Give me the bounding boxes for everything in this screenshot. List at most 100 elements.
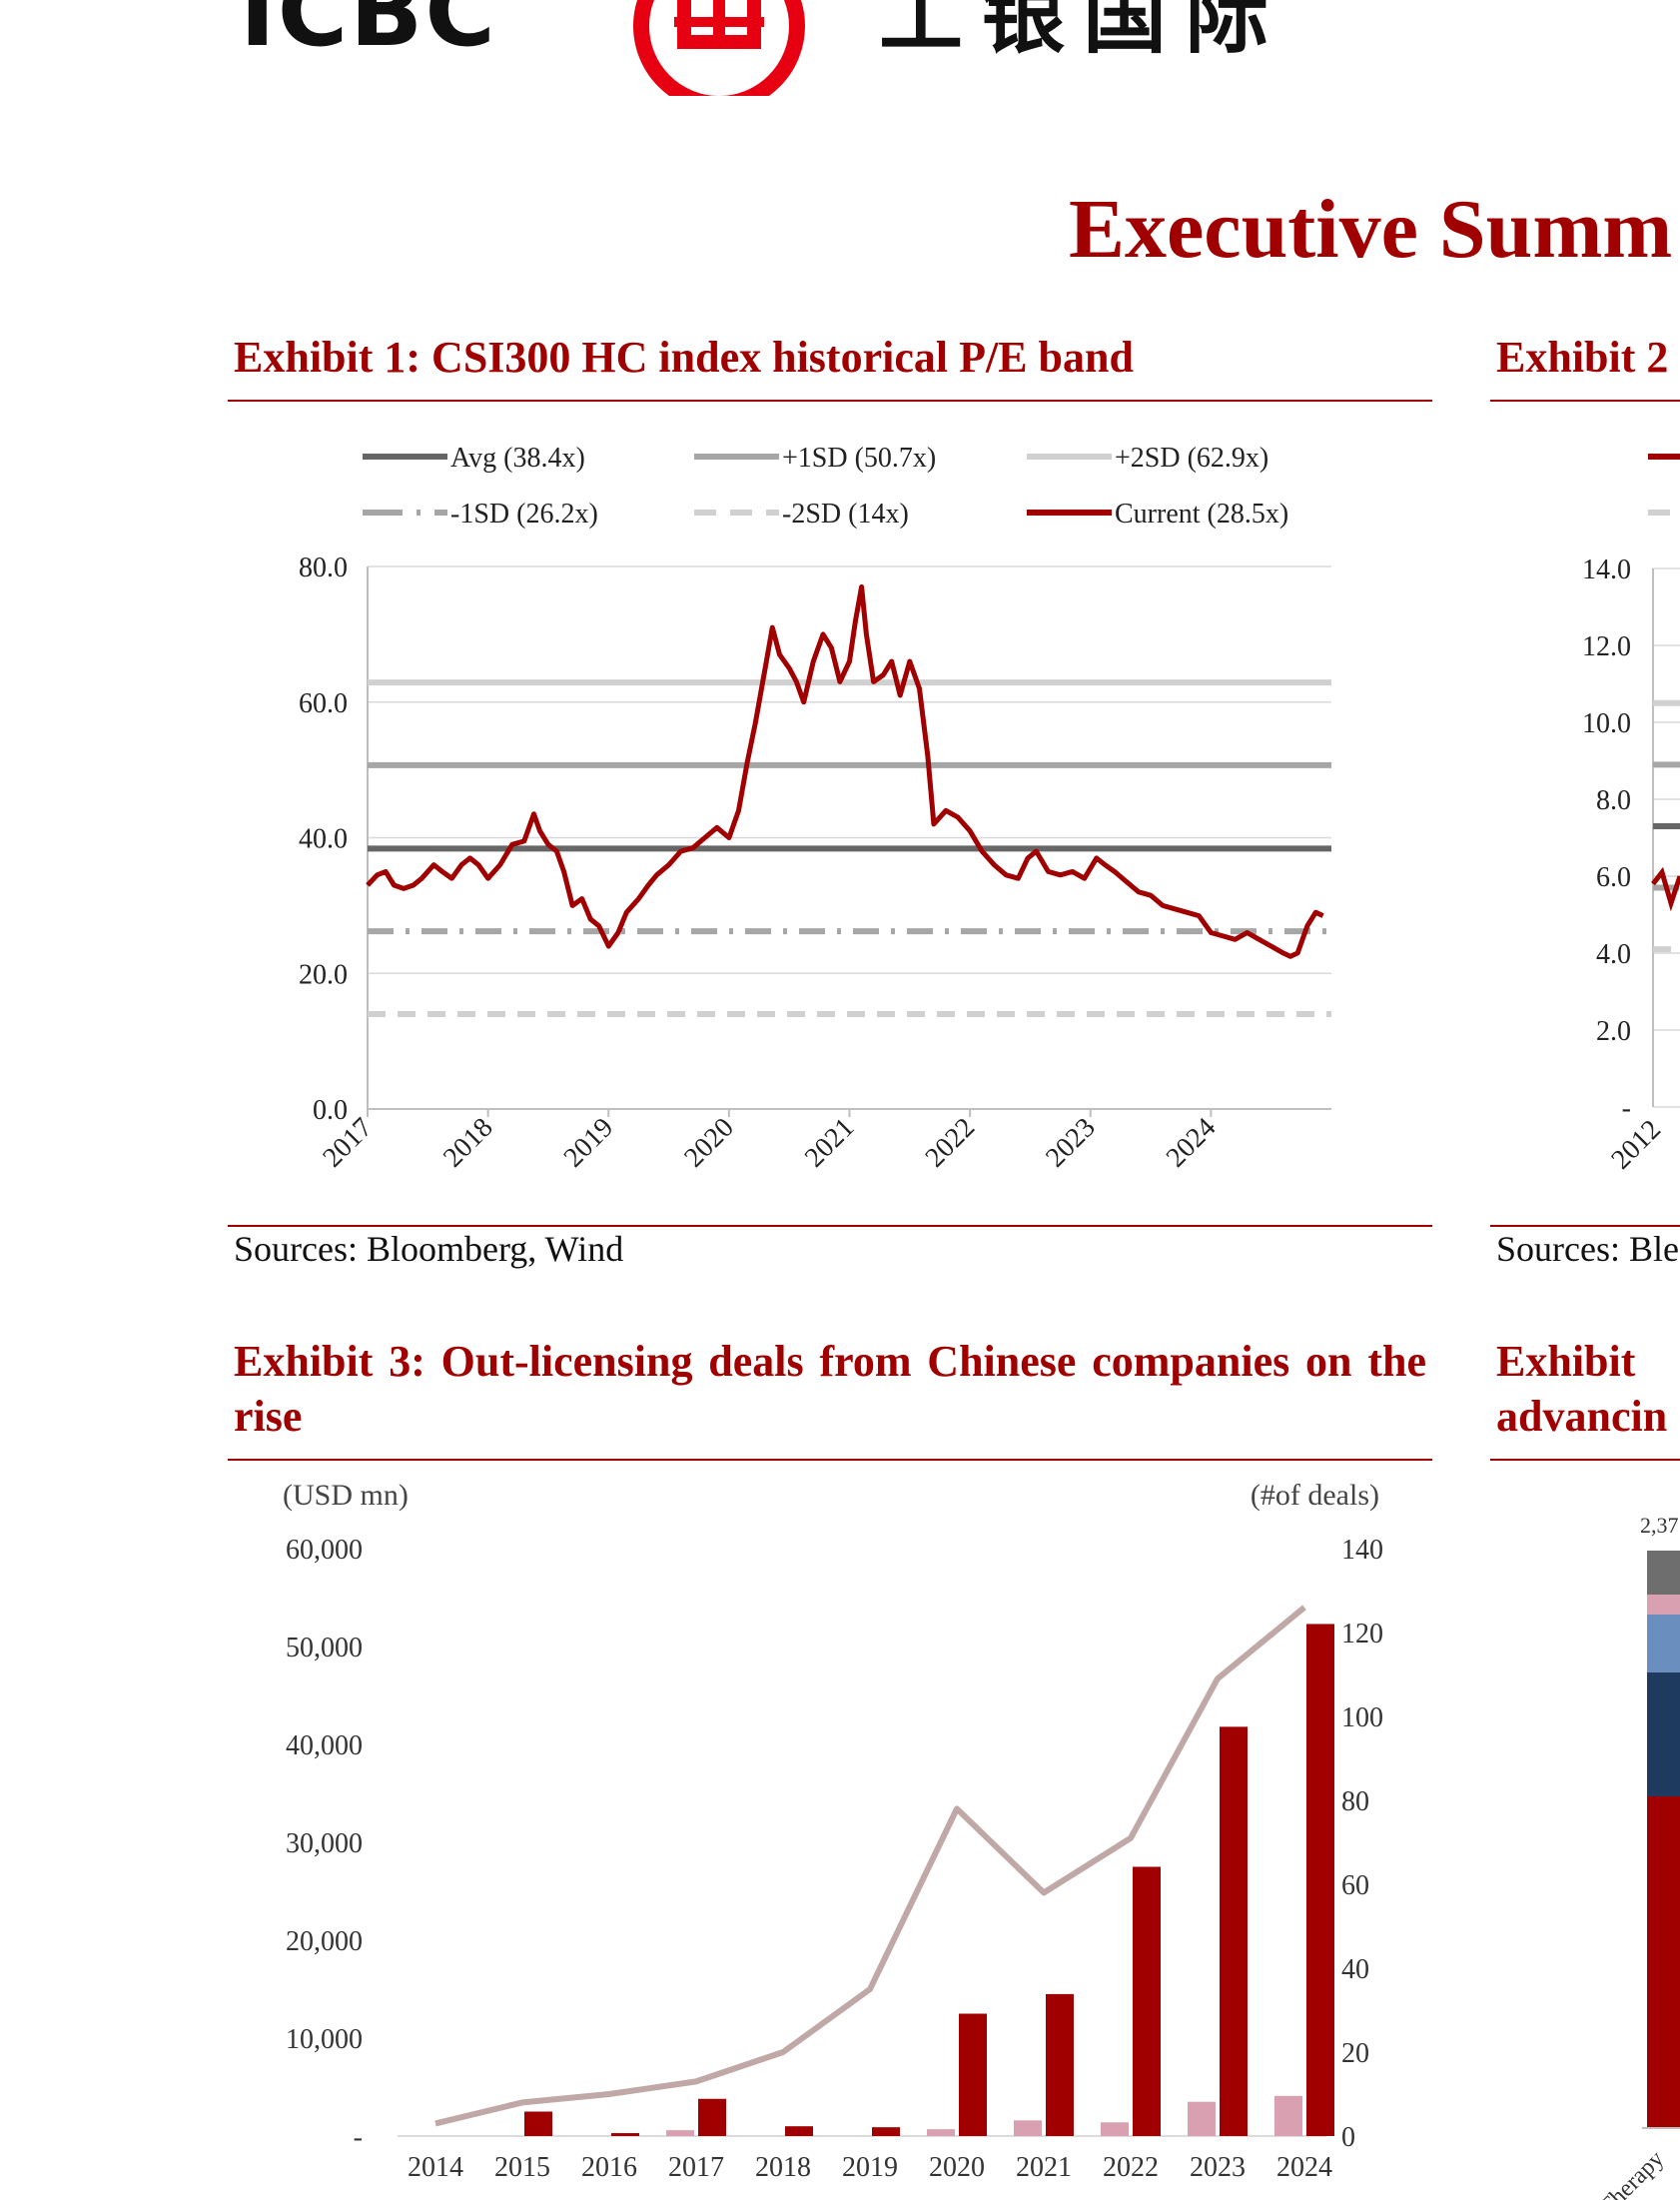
x-tick-label: 2012: [1605, 1114, 1667, 1176]
bar-deal-value: [1306, 1624, 1334, 2136]
bar-deal-value: [872, 2127, 900, 2136]
top-value-label: 2,37: [1640, 1513, 1679, 1538]
page-title: Executive Summ: [1069, 183, 1673, 276]
series-line: [1651, 866, 1680, 912]
y2-tick-label: 140: [1341, 1535, 1383, 1566]
legend-label: +1SD (50.7x): [782, 443, 936, 474]
y-tick-label: 80.0: [299, 552, 348, 583]
logo-chinese-text: 工银国际: [879, 0, 1287, 65]
x-tick-label: 2021: [1016, 2152, 1072, 2183]
x-tick-label: 2015: [494, 2152, 550, 2183]
stacked-bar-segment: [1647, 1796, 1680, 2072]
y-tick-label: 60,000: [286, 1535, 363, 1566]
exhibit1-source: Sources: Bloomberg, Wind: [234, 1229, 624, 1269]
x-tick-label: 2020: [929, 2152, 985, 2183]
stacked-bar-segment: [1647, 1595, 1680, 1615]
bar-deal-value: [959, 2013, 987, 2136]
y2-tick-label: 0: [1341, 2122, 1355, 2153]
y2-tick-label: 100: [1341, 1702, 1383, 1733]
legend-label: Current (28.5x): [1115, 499, 1288, 530]
y-tick-label: 14.0: [1582, 554, 1631, 585]
exhibit2-source: Sources: Ble: [1496, 1229, 1679, 1269]
x-tick-label: 2022: [920, 1112, 982, 1174]
exhibit1-title-rule: [228, 400, 1432, 402]
x-tick-label: 2022: [1103, 2152, 1159, 2183]
bar-deal-value: [1133, 1866, 1161, 2136]
exhibit1-source-rule: [228, 1225, 1432, 1227]
deals-count-line: [434, 1605, 1306, 2127]
legend-label: -2SD (14x): [782, 499, 909, 530]
x-tick-label: Cell Therapy: [1562, 2146, 1669, 2200]
y2-tick-label: 120: [1341, 1619, 1383, 1650]
exhibit2-title-rule: [1490, 400, 1680, 402]
x-tick-label: 2018: [755, 2152, 811, 2183]
x-tick-label: 2023: [1190, 2152, 1246, 2183]
x-tick-label: 2019: [558, 1112, 620, 1174]
x-tick-label: 2024: [1161, 1112, 1223, 1174]
exhibit4-title-line1: Exhibit: [1496, 1337, 1636, 1386]
y-tick-label: 20,000: [286, 1926, 363, 1957]
exhibit4-title-rule: [1490, 1459, 1680, 1461]
stacked-bar-segment: [1647, 1615, 1680, 1672]
exhibit4-chart: 2,37 Cell Therapy: [1562, 1513, 1680, 2200]
logo-text: ICBC: [240, 0, 497, 68]
y2-tick-label: 20: [1341, 2038, 1369, 2069]
y2-tick-label: 80: [1341, 1786, 1369, 1817]
bar-secondary: [1188, 2101, 1216, 2136]
y-tick-label: 60.0: [299, 688, 348, 719]
stacked-bar-segment: [1647, 1672, 1680, 1796]
y2-tick-label: 60: [1341, 1870, 1369, 1901]
bar-secondary: [1101, 2122, 1129, 2136]
x-tick-label: 2018: [437, 1112, 499, 1174]
y-tick-label: 10.0: [1582, 708, 1631, 739]
y-tick-label: 8.0: [1596, 785, 1631, 816]
bar-secondary: [1014, 2120, 1042, 2136]
x-tick-label: 2017: [668, 2152, 724, 2183]
bar-deal-value: [611, 2133, 639, 2136]
x-tick-label: 2014: [408, 2152, 463, 2183]
x-tick-label: 2020: [678, 1112, 740, 1174]
exhibit2-chart: - 2.0 4.0 6.0 8.0 10.0 12.0 14.0 2012: [1582, 454, 1680, 1176]
y-tick-label: 30,000: [286, 1828, 363, 1859]
y2-tick-label: 40: [1341, 1954, 1369, 1985]
exhibit2-title: Exhibit 2: [1496, 333, 1669, 382]
left-axis-label: (USD mn): [283, 1479, 409, 1512]
right-axis-label: (#of deals): [1251, 1479, 1379, 1512]
bar-deal-value: [1220, 1726, 1248, 2136]
bar-deal-value: [698, 2098, 726, 2136]
legend-label: -1SD (26.2x): [450, 499, 598, 530]
x-tick-label: 2019: [842, 2152, 898, 2183]
y-tick-label: 50,000: [286, 1633, 363, 1663]
y-tick-label: -: [354, 2122, 363, 2153]
y-tick-label: 0.0: [313, 1095, 348, 1126]
stacked-bar-segment: [1647, 2072, 1680, 2128]
y-tick-label: -: [1622, 1093, 1631, 1124]
x-tick-label: 2016: [581, 2152, 637, 2183]
bar-secondary: [927, 2129, 955, 2136]
legend-label: +2SD (62.9x): [1115, 443, 1268, 474]
stacked-bar-segment: [1647, 1551, 1680, 1595]
bar-secondary: [666, 2130, 694, 2136]
icbc-logo-icon: [633, 0, 805, 96]
bar-deal-value: [524, 2111, 552, 2136]
x-tick-label: 2021: [799, 1112, 861, 1174]
y-tick-label: 4.0: [1596, 939, 1631, 970]
exhibit3-title: Exhibit 3: Out-licensing deals from Chin…: [234, 1337, 1426, 1441]
bar-deal-value: [785, 2126, 813, 2136]
current-pe-series-line: [366, 583, 1324, 959]
y-tick-label: 20.0: [299, 959, 348, 990]
x-tick-label: 2023: [1040, 1112, 1102, 1174]
exhibit4-title-line2: advancin: [1496, 1392, 1668, 1441]
y-tick-label: 10,000: [286, 2024, 363, 2055]
exhibit3-title-rule: [228, 1459, 1432, 1461]
y-tick-label: 6.0: [1596, 862, 1631, 893]
y-tick-label: 2.0: [1596, 1016, 1631, 1047]
y-tick-label: 12.0: [1582, 631, 1631, 662]
y-tick-label: 40.0: [299, 824, 348, 855]
bar-secondary: [1274, 2095, 1302, 2136]
bar-deal-value: [1046, 1993, 1074, 2136]
x-tick-label: 2024: [1276, 2152, 1332, 2183]
y-tick-label: 40,000: [286, 1730, 363, 1761]
legend-label: Avg (38.4x): [450, 443, 585, 474]
